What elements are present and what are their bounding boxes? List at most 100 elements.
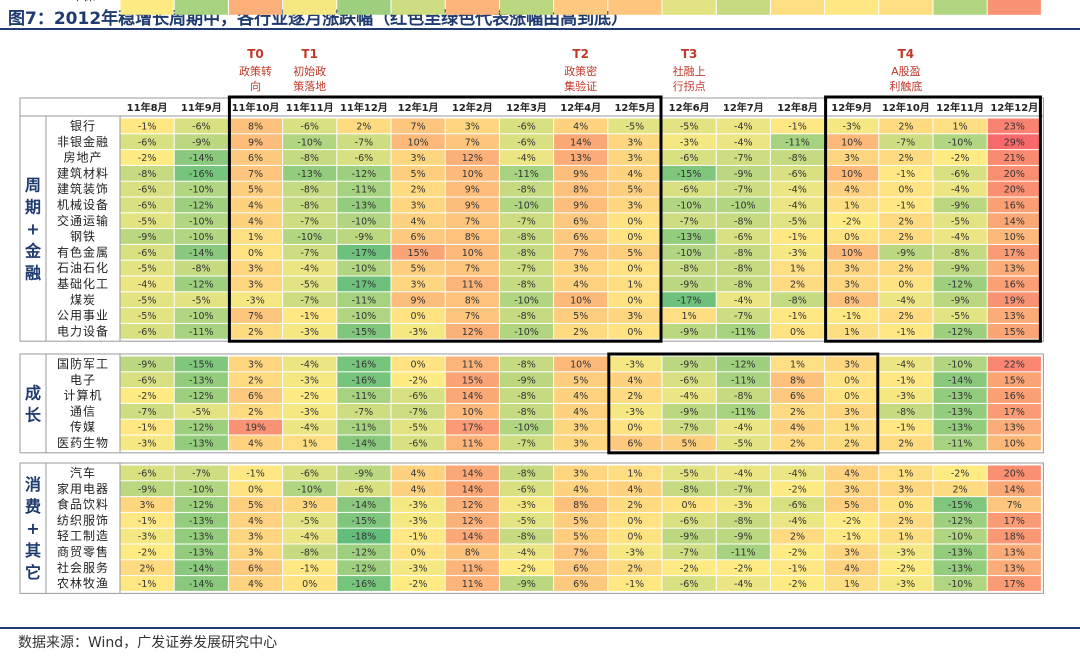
cell-value: -13% [352, 201, 377, 212]
cell-value: 13% [1004, 548, 1025, 559]
cell-value: 1% [898, 532, 913, 543]
heatmap-cell [879, 213, 933, 229]
row-label: 非银金融 [57, 134, 109, 149]
heatmap-cell [554, 372, 608, 388]
cell-value: -7% [300, 248, 319, 259]
heatmap-cell [662, 197, 716, 213]
cell-value: 7% [627, 0, 642, 3]
heatmap-cell [879, 403, 933, 419]
cell-value: -10% [189, 311, 214, 322]
cell-value: -9% [680, 360, 699, 371]
cell-value: 9% [465, 185, 480, 196]
cell-value: -13% [948, 423, 973, 434]
cell-value: -13% [677, 232, 702, 243]
heatmap-cell [662, 308, 716, 323]
row-label: 银行 [70, 119, 96, 133]
heatmap-cell [662, 134, 716, 150]
cell-value: -11% [785, 137, 810, 148]
heatmap-cell [987, 560, 1041, 576]
cell-value: -1% [897, 201, 916, 212]
cell-value: 14% [570, 137, 591, 148]
cell-value: -8% [734, 0, 753, 3]
cell-value: 15% [462, 375, 483, 386]
row-label: 食品饮料 [57, 497, 109, 512]
cell-value: -8% [300, 185, 319, 196]
heatmap-cell [283, 576, 337, 591]
cell-value: 5% [573, 311, 588, 322]
cell-value: 1% [682, 311, 697, 322]
heatmap-cell [391, 481, 445, 497]
cell-value: 3% [573, 264, 588, 275]
cell-value: -1% [246, 469, 265, 480]
heatmap-cell [770, 465, 825, 481]
heatmap-cell [445, 528, 499, 544]
heatmap-cell [174, 497, 228, 512]
cell-value: 2% [898, 216, 913, 227]
heatmap-cell [174, 403, 228, 419]
heatmap-cell [554, 165, 608, 181]
heatmap-cell [391, 134, 445, 150]
cell-value: -6% [680, 185, 699, 196]
cell-value: 0% [627, 216, 642, 227]
cell-value: -7% [355, 137, 374, 148]
heatmap-cell [554, 308, 608, 323]
cell-value: 0% [844, 391, 859, 402]
cell-value: -4% [734, 469, 753, 480]
cell-value: 8% [844, 295, 859, 306]
heatmap-cell [554, 118, 608, 134]
heatmap-cell [174, 118, 228, 134]
heatmap-cell [391, 372, 445, 388]
heatmap-cell [987, 181, 1041, 197]
cell-value: -16% [189, 169, 214, 180]
heatmap-cell [283, 292, 337, 308]
heatmap-cell [770, 497, 825, 512]
cell-value: 6% [248, 153, 263, 164]
heatmap-cell [879, 165, 933, 181]
row-label: 交通运输 [57, 213, 109, 228]
heatmap-cell [499, 165, 554, 181]
heatmap-cell [879, 0, 933, 15]
row-label: 医药生物 [57, 436, 109, 450]
heatmap-cell [879, 150, 933, 165]
heatmap-cell [283, 118, 337, 134]
heatmap-cell [228, 308, 283, 323]
cell-value: -2% [138, 153, 157, 164]
cell-value: -3% [680, 137, 699, 148]
cell-value: 2% [140, 563, 155, 574]
column-header: 12年12月 [990, 101, 1038, 114]
heatmap-cell [283, 0, 337, 15]
heatmap-cell [283, 356, 337, 372]
cell-value: 2% [627, 500, 642, 511]
cell-value: -11% [948, 439, 973, 450]
cell-value: -6% [409, 391, 428, 402]
row-label: 社会服务 [57, 560, 109, 575]
group-label-char: 它 [25, 563, 41, 582]
cell-value: 7% [248, 311, 263, 322]
cell-value: 2% [248, 327, 263, 338]
row-label: 商贸零售 [57, 544, 109, 559]
cell-value: 4% [248, 439, 263, 450]
cell-value: -13% [948, 563, 973, 574]
heatmap-cell [554, 419, 608, 435]
cell-value: 12% [245, 0, 266, 3]
heatmap-cell [770, 356, 825, 372]
cell-value: -12% [189, 391, 214, 402]
heatmap-cell [608, 229, 662, 244]
heatmap-cell [770, 372, 825, 388]
cell-value: -4% [680, 391, 699, 402]
cell-value: -6% [138, 137, 157, 148]
cell-value: 3% [302, 500, 317, 511]
group-label-char: 其 [25, 541, 41, 560]
cell-value: -3% [409, 500, 428, 511]
heatmap-cell [933, 292, 987, 308]
column-header: 12年4月 [560, 101, 601, 114]
cell-value: -15% [948, 500, 973, 511]
cell-value: -7% [734, 484, 753, 495]
cell-value: -9% [517, 375, 536, 386]
heatmap-cell [662, 150, 716, 165]
heatmap-cell [770, 481, 825, 497]
heatmap-cell [554, 356, 608, 372]
heatmap-cell [120, 229, 174, 244]
heatmap-cell [391, 165, 445, 181]
heatmap-cell [770, 419, 825, 435]
